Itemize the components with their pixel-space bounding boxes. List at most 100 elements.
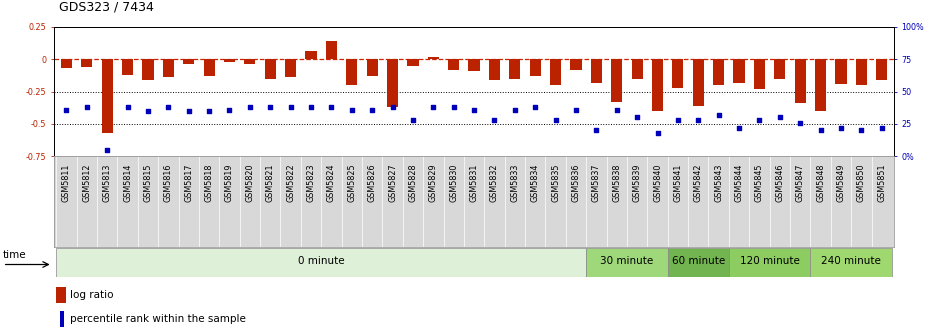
Point — [405, 117, 420, 123]
Bar — [61, 59, 72, 68]
Bar — [550, 59, 561, 85]
Point — [243, 104, 258, 110]
Bar — [305, 51, 317, 59]
Bar — [591, 59, 602, 83]
Text: GSM5836: GSM5836 — [572, 164, 580, 202]
Point — [100, 147, 115, 153]
Bar — [448, 59, 459, 70]
Text: GSM5817: GSM5817 — [184, 164, 193, 202]
Text: time: time — [3, 250, 27, 260]
Bar — [428, 57, 439, 59]
Bar — [835, 59, 846, 84]
Point — [711, 112, 727, 118]
Bar — [60, 311, 64, 327]
Bar — [285, 59, 297, 77]
Bar — [672, 59, 684, 88]
Point — [364, 107, 379, 112]
Bar — [407, 59, 418, 66]
Bar — [81, 59, 92, 67]
Text: GSM5835: GSM5835 — [551, 164, 560, 202]
Point — [79, 104, 94, 110]
Bar — [728, 248, 810, 277]
Bar — [326, 41, 337, 59]
Point — [120, 104, 135, 110]
Point — [141, 108, 156, 114]
Text: GSM5828: GSM5828 — [408, 164, 417, 202]
Bar — [264, 59, 276, 79]
Bar — [876, 59, 887, 80]
Point — [323, 104, 339, 110]
Point — [202, 108, 217, 114]
Text: GSM5846: GSM5846 — [775, 164, 785, 202]
Point — [446, 104, 461, 110]
Bar — [692, 59, 704, 106]
Bar — [754, 59, 765, 89]
Text: 120 minute: 120 minute — [740, 256, 800, 266]
Text: GSM5844: GSM5844 — [734, 164, 744, 202]
Text: GSM5842: GSM5842 — [694, 164, 703, 202]
Text: GSM5811: GSM5811 — [62, 164, 71, 202]
Text: GSM5822: GSM5822 — [286, 164, 295, 202]
Point — [650, 130, 665, 136]
Point — [262, 104, 278, 110]
Bar — [102, 59, 113, 133]
Point — [283, 104, 299, 110]
Bar — [774, 59, 786, 79]
Text: GSM5847: GSM5847 — [796, 164, 805, 202]
Bar — [56, 287, 66, 303]
Point — [813, 128, 828, 133]
Bar — [631, 59, 643, 79]
Bar — [184, 59, 194, 65]
Text: GSM5826: GSM5826 — [368, 164, 377, 202]
Text: GSM5820: GSM5820 — [245, 164, 254, 202]
Text: GSM5834: GSM5834 — [531, 164, 540, 202]
Point — [630, 115, 645, 120]
Bar — [469, 59, 479, 71]
Point — [528, 104, 543, 110]
Text: GSM5816: GSM5816 — [164, 164, 173, 202]
Text: GSM5843: GSM5843 — [714, 164, 723, 202]
Text: GDS323 / 7434: GDS323 / 7434 — [59, 0, 154, 13]
Point — [874, 125, 889, 130]
Point — [222, 107, 237, 112]
Text: GSM5851: GSM5851 — [877, 164, 886, 202]
Point — [466, 107, 481, 112]
Point — [344, 107, 359, 112]
Bar — [244, 59, 256, 65]
Point — [569, 107, 584, 112]
Bar — [366, 59, 378, 76]
Text: GSM5812: GSM5812 — [83, 164, 91, 202]
Bar — [571, 59, 582, 70]
Text: GSM5845: GSM5845 — [755, 164, 764, 202]
Text: GSM5848: GSM5848 — [816, 164, 825, 202]
Point — [161, 104, 176, 110]
Bar — [489, 59, 500, 80]
Point — [507, 107, 522, 112]
Text: GSM5813: GSM5813 — [103, 164, 111, 202]
Bar — [586, 248, 668, 277]
Text: GSM5815: GSM5815 — [144, 164, 152, 202]
Text: GSM5849: GSM5849 — [837, 164, 845, 202]
Text: GSM5839: GSM5839 — [632, 164, 642, 202]
Point — [752, 117, 767, 123]
Bar — [122, 59, 133, 75]
Bar — [530, 59, 541, 76]
Text: GSM5840: GSM5840 — [653, 164, 662, 202]
Bar — [56, 248, 586, 277]
Text: GSM5824: GSM5824 — [327, 164, 336, 202]
Text: GSM5832: GSM5832 — [490, 164, 499, 202]
Bar — [810, 248, 892, 277]
Text: 30 minute: 30 minute — [600, 256, 653, 266]
Bar — [733, 59, 745, 83]
Text: GSM5825: GSM5825 — [347, 164, 357, 202]
Text: 240 minute: 240 minute — [822, 256, 881, 266]
Point — [792, 120, 807, 125]
Text: GSM5850: GSM5850 — [857, 164, 865, 202]
Point — [772, 115, 787, 120]
Point — [690, 117, 706, 123]
Point — [589, 128, 604, 133]
Text: 60 minute: 60 minute — [671, 256, 725, 266]
Bar — [815, 59, 826, 111]
Text: GSM5814: GSM5814 — [123, 164, 132, 202]
Text: GSM5830: GSM5830 — [449, 164, 458, 202]
